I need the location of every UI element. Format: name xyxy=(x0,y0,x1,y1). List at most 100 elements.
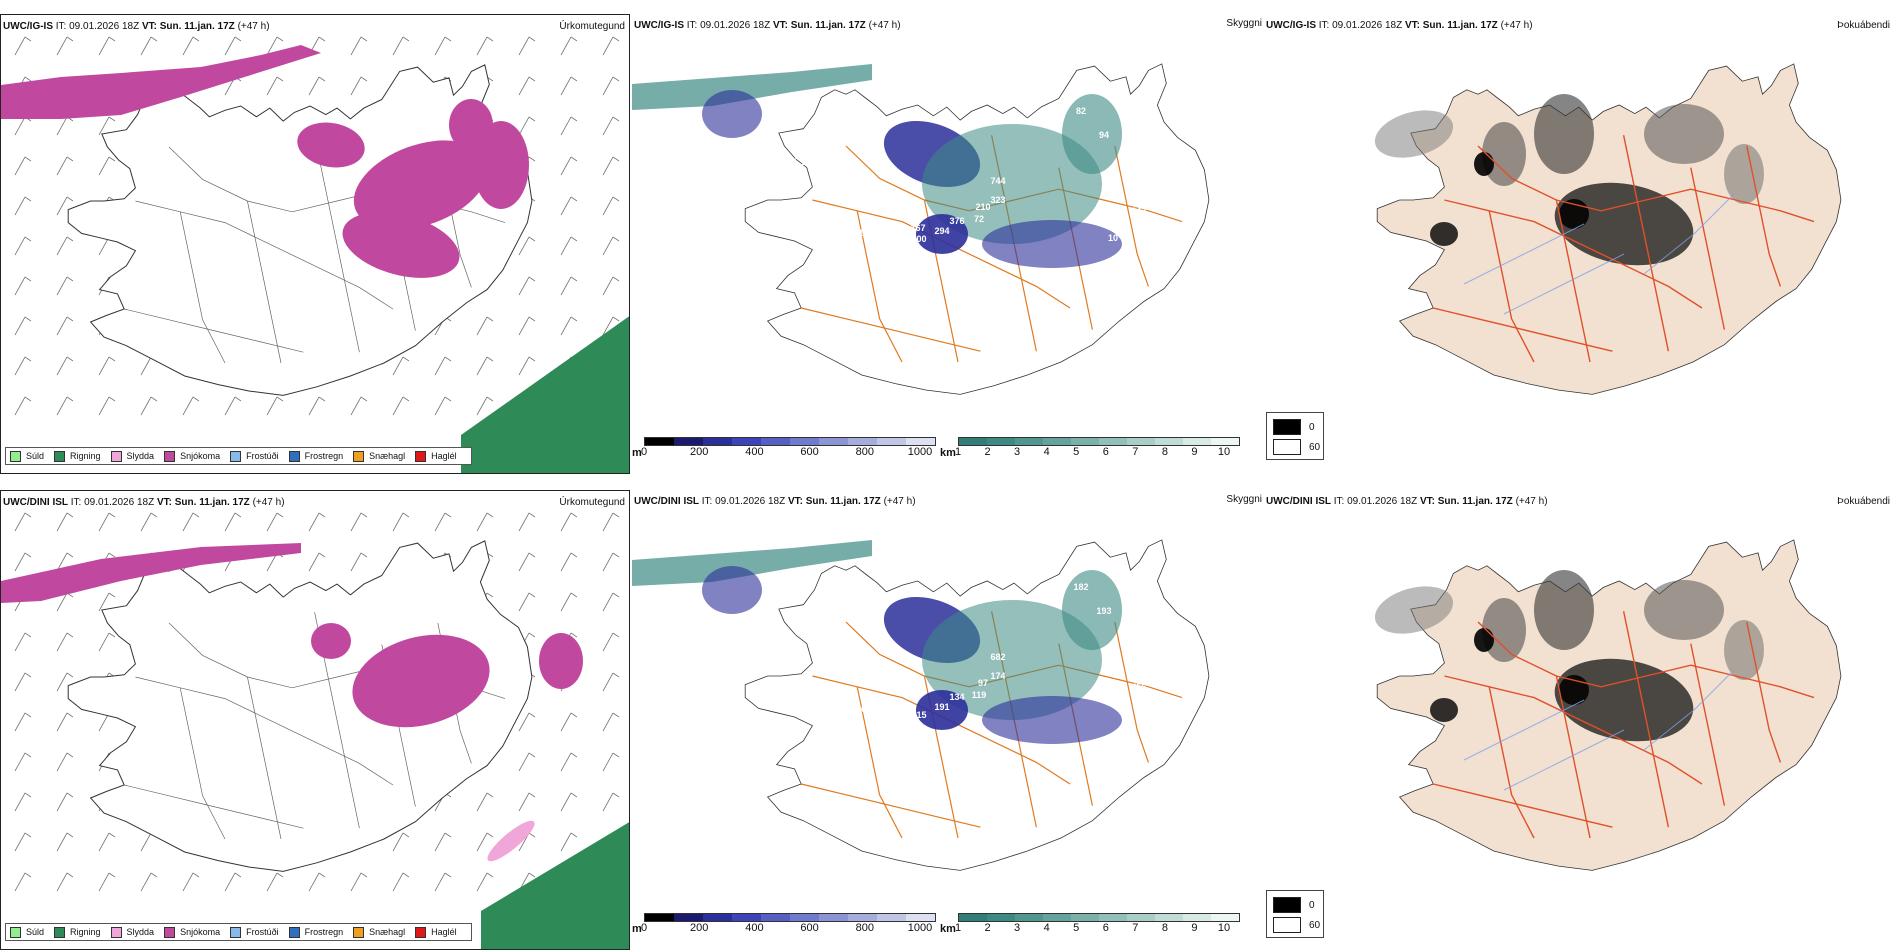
visibility-panel-top: 744 100 155 984 323 146 111 82 72 81 117 200 294 941 2… xyxy=(632,14,1262,474)
cloud-base-value: 984 xyxy=(991,80,1006,90)
colorbar-tick: 200 xyxy=(690,446,709,458)
cloud-base-value: 177 xyxy=(886,703,901,713)
wind-barb xyxy=(350,76,362,96)
legend-item-4: Frostúði xyxy=(230,926,279,938)
wind-barb xyxy=(444,356,452,362)
field-blob xyxy=(487,820,535,862)
wind-barb xyxy=(570,276,578,282)
wind-barb xyxy=(24,792,32,798)
colorbar-segment xyxy=(790,914,819,921)
wind-barb xyxy=(602,592,614,612)
wind-barb xyxy=(518,316,530,336)
cloud-base-value: 200 xyxy=(1124,151,1139,161)
wind-barb xyxy=(602,116,614,136)
colorbar-tick: 1000 xyxy=(907,446,933,458)
cloud-base-value: 206 xyxy=(948,82,963,92)
wind-barb xyxy=(612,36,620,42)
map-line xyxy=(124,784,304,829)
fog-key-high-swatch xyxy=(1273,439,1301,455)
legend-swatch xyxy=(353,450,365,462)
wind-barb xyxy=(108,116,116,122)
wind-barb xyxy=(24,76,32,82)
wind-barb xyxy=(140,832,152,852)
map-line xyxy=(801,783,981,828)
colorbar-tick: 800 xyxy=(855,922,874,934)
wind-barb xyxy=(108,356,116,362)
field-blob xyxy=(1554,182,1694,266)
wind-barb xyxy=(14,672,26,692)
field-blob xyxy=(353,140,489,230)
cloud-base-value: 143 xyxy=(1131,206,1146,216)
field-blob xyxy=(1644,104,1724,164)
wind-barb xyxy=(528,552,536,558)
wind-barb xyxy=(56,872,68,892)
wind-barb xyxy=(192,396,200,402)
colorbar-segment xyxy=(987,914,1015,921)
field-blob xyxy=(1482,598,1526,662)
cloud-base-value: 158 xyxy=(886,227,901,237)
cloud-base-value: 100 xyxy=(911,234,926,244)
wind-barb xyxy=(318,396,326,402)
wind-barb xyxy=(570,552,578,558)
wind-barb xyxy=(612,552,620,558)
wind-barb xyxy=(66,752,74,758)
wind-barb xyxy=(612,276,620,282)
cloud-base-value: 849 xyxy=(840,215,855,225)
colorbar-tick: 800 xyxy=(855,446,874,458)
wind-barb xyxy=(360,36,368,42)
colorbar-tick: 600 xyxy=(800,446,819,458)
wind-barb xyxy=(14,832,26,852)
cloud-base-value: 113 xyxy=(1032,95,1047,105)
field-blob xyxy=(1724,620,1764,680)
wind-barb xyxy=(66,356,74,362)
fog-spot xyxy=(1559,675,1589,705)
map-line xyxy=(1477,145,1815,223)
colorbar-segment xyxy=(819,438,848,445)
wind-barb xyxy=(570,156,578,162)
cloud-base-value: 129 xyxy=(781,633,796,643)
wind-barb xyxy=(560,712,572,732)
visibility-panel-bottom: 682 315 129 119 174 67 87 182 119 140 140 221 191 128… xyxy=(632,490,1262,950)
colorbar-tick: 200 xyxy=(690,922,709,934)
wind-barb xyxy=(518,36,530,56)
visibility-colorbar-bottom: km 1 2 3 4 5 6 7 8 9 10 xyxy=(940,913,1242,939)
colorbar-segment xyxy=(761,914,790,921)
colorbar-segment xyxy=(1211,914,1239,921)
fog-label: Þokuábendi xyxy=(1837,20,1890,31)
field-blob xyxy=(702,90,762,138)
wind-barb xyxy=(612,316,620,322)
wind-barb xyxy=(602,712,614,732)
wind-barb xyxy=(98,512,110,532)
map-line xyxy=(1433,783,1613,828)
map-line xyxy=(1503,729,1625,791)
wind-barb xyxy=(56,196,68,216)
wind-barb xyxy=(350,396,362,416)
legend-swatch xyxy=(110,926,122,938)
cloud-base-value: 152 xyxy=(948,558,963,568)
wind-barb xyxy=(108,156,116,162)
legend-label: Frostúði xyxy=(246,927,279,937)
wind-barb xyxy=(528,236,536,242)
fog-key-high-swatch xyxy=(1273,917,1301,933)
cloud-base-value: 182 xyxy=(1073,582,1088,592)
wind-barb xyxy=(66,36,74,42)
colorbar-segment xyxy=(848,914,877,921)
wind-barb xyxy=(308,76,320,96)
wind-barb xyxy=(98,36,110,56)
cloud-base-value: 221 xyxy=(1124,627,1139,637)
legend-item-1: Rigning xyxy=(54,926,101,938)
wind-barb xyxy=(56,832,68,852)
wind-barb xyxy=(108,512,116,518)
cloud-base-value: 119 xyxy=(972,690,987,700)
map-line xyxy=(1488,210,1535,363)
wind-barb xyxy=(56,712,68,732)
wind-barb xyxy=(444,512,452,518)
wind-barb xyxy=(14,156,26,176)
field-blob xyxy=(702,566,762,614)
wind-barb xyxy=(392,832,404,852)
wind-barb xyxy=(518,76,530,96)
snow-band xyxy=(1,45,321,119)
colorbar-segment xyxy=(1043,438,1071,445)
colorbar-tick: 0 xyxy=(640,446,648,458)
panel-title-bottom-fog: UWC/DINI ISL IT: 09.01.2026 18Z VT: Sun.… xyxy=(1266,496,1548,507)
